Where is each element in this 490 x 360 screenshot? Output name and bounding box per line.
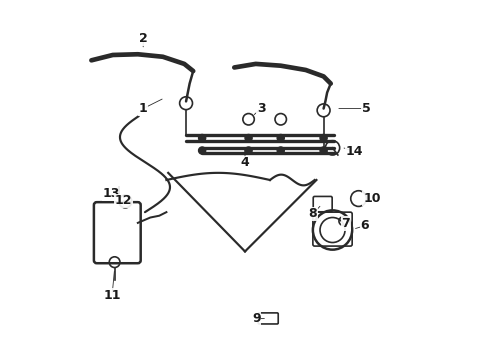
Circle shape xyxy=(198,147,206,154)
Text: 2: 2 xyxy=(139,32,147,45)
Circle shape xyxy=(245,147,252,154)
Text: 14: 14 xyxy=(345,145,363,158)
Text: 11: 11 xyxy=(103,288,121,302)
Text: 9: 9 xyxy=(252,312,261,325)
Text: 5: 5 xyxy=(362,102,371,115)
Circle shape xyxy=(277,147,284,154)
Circle shape xyxy=(245,134,252,141)
Circle shape xyxy=(320,134,327,141)
Text: 8: 8 xyxy=(309,207,317,220)
Text: 6: 6 xyxy=(360,219,369,232)
Circle shape xyxy=(277,134,284,141)
Circle shape xyxy=(320,147,327,154)
Text: 10: 10 xyxy=(363,192,381,205)
Text: 13: 13 xyxy=(102,187,120,200)
Circle shape xyxy=(198,134,206,141)
Text: 12: 12 xyxy=(115,194,132,207)
Text: 4: 4 xyxy=(241,156,249,169)
Text: 3: 3 xyxy=(257,102,266,115)
Text: 1: 1 xyxy=(139,102,147,115)
Text: 7: 7 xyxy=(342,217,350,230)
